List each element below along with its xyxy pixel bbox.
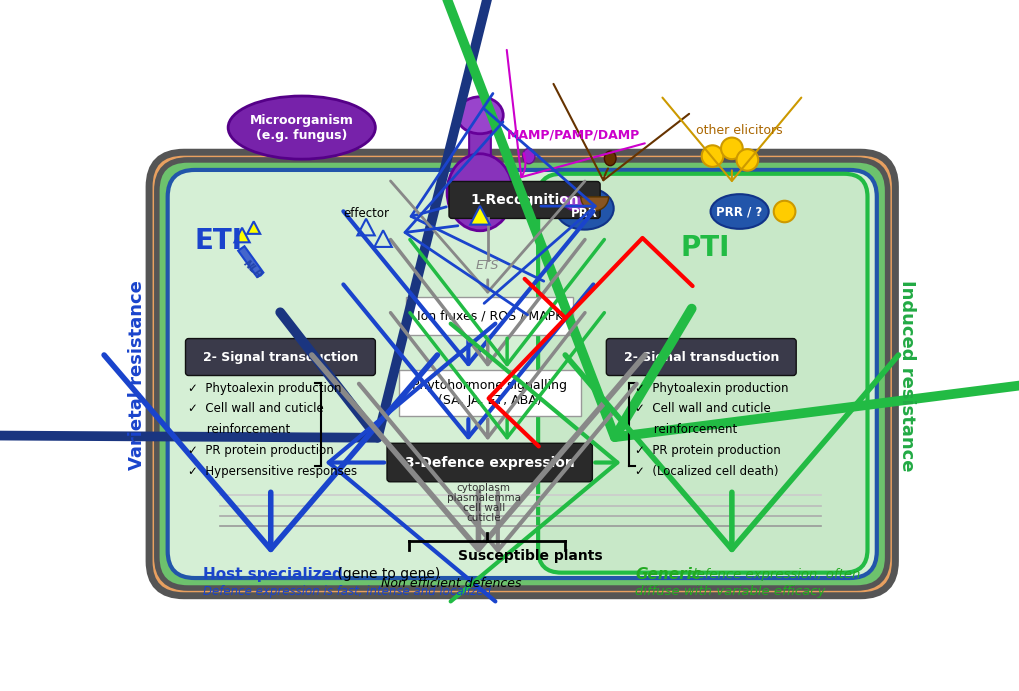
Text: Generic: Generic [635,567,701,582]
Text: ✓  (Localized cell death): ✓ (Localized cell death) [635,465,779,478]
FancyBboxPatch shape [168,170,876,578]
Text: 3-Defence expression: 3-Defence expression [405,455,575,469]
Text: diffuse with variable efficacy: diffuse with variable efficacy [635,585,825,598]
Ellipse shape [555,187,613,229]
Wedge shape [581,197,608,211]
FancyBboxPatch shape [157,160,888,588]
Text: (gene to gene): (gene to gene) [333,567,440,581]
FancyArrow shape [238,246,263,277]
Ellipse shape [457,97,503,134]
Text: ✓  Cell wall and cuticle: ✓ Cell wall and cuticle [635,402,770,415]
Text: PTI: PTI [680,234,730,263]
Text: Non efficient defences: Non efficient defences [381,577,522,590]
Circle shape [702,145,723,167]
Text: ✓  Phytoalexin production: ✓ Phytoalexin production [187,381,341,395]
Text: ETI: ETI [195,227,243,255]
Text: ✓  Hypersensitive responses: ✓ Hypersensitive responses [187,465,357,478]
FancyArrow shape [469,117,491,156]
Ellipse shape [604,151,616,166]
Text: Induced resistance: Induced resistance [898,280,916,471]
Polygon shape [470,206,490,225]
Text: ✓  PR protein production: ✓ PR protein production [187,444,333,457]
Text: reinforcement: reinforcement [635,424,738,436]
FancyBboxPatch shape [407,297,573,335]
Text: defence expression, often: defence expression, often [684,568,860,580]
Text: PRR / ?: PRR / ? [716,205,763,218]
Text: reinforcement: reinforcement [187,424,290,436]
Text: Varietal resistance: Varietal resistance [128,281,147,471]
Polygon shape [248,221,260,234]
Ellipse shape [523,149,535,164]
Circle shape [737,149,758,171]
Text: 1-Recognition: 1-Recognition [470,193,579,207]
Text: ETS: ETS [476,259,499,272]
FancyBboxPatch shape [398,370,581,417]
Text: cell wall: cell wall [463,503,505,513]
Text: Ion fluxes / ROS / MAPK: Ion fluxes / ROS / MAPK [417,310,562,323]
Polygon shape [234,228,250,243]
Ellipse shape [447,154,513,231]
FancyBboxPatch shape [387,444,592,482]
Wedge shape [561,197,589,211]
Text: effector: effector [343,207,389,220]
Text: Microorganism
(e.g. fungus): Microorganism (e.g. fungus) [250,113,354,142]
Text: 2- Signal transduction: 2- Signal transduction [624,350,779,363]
Text: cytoplasm: cytoplasm [457,482,511,493]
Text: ✓  Phytoalexin production: ✓ Phytoalexin production [635,381,789,395]
Ellipse shape [710,194,768,229]
Text: other elicitors: other elicitors [696,124,783,137]
FancyBboxPatch shape [185,339,375,375]
Text: plasmalemma: plasmalemma [447,493,521,503]
Circle shape [721,138,743,159]
Circle shape [773,200,796,223]
Ellipse shape [228,96,375,159]
Text: NLR: NLR [242,258,264,281]
Text: MAMP/PAMP/DAMP: MAMP/PAMP/DAMP [507,129,640,142]
Text: Defence expression is fast, intense and localized: Defence expression is fast, intense and … [204,585,491,598]
Text: PRR: PRR [572,207,598,220]
FancyBboxPatch shape [449,182,600,218]
Text: cuticle: cuticle [467,513,501,523]
Text: Susceptible plants: Susceptible plants [459,549,602,562]
Text: 2- Signal transduction: 2- Signal transduction [203,350,358,363]
FancyBboxPatch shape [606,339,796,375]
Text: Host specialized: Host specialized [204,567,343,582]
FancyBboxPatch shape [149,152,896,596]
Text: Phytohormone signalling
(SA, JA, ET, ABA): Phytohormone signalling (SA, JA, ET, ABA… [413,379,568,407]
Text: ✓  Cell wall and cuticle: ✓ Cell wall and cuticle [187,402,324,415]
Text: ✓  PR protein production: ✓ PR protein production [635,444,781,457]
FancyBboxPatch shape [538,173,867,573]
